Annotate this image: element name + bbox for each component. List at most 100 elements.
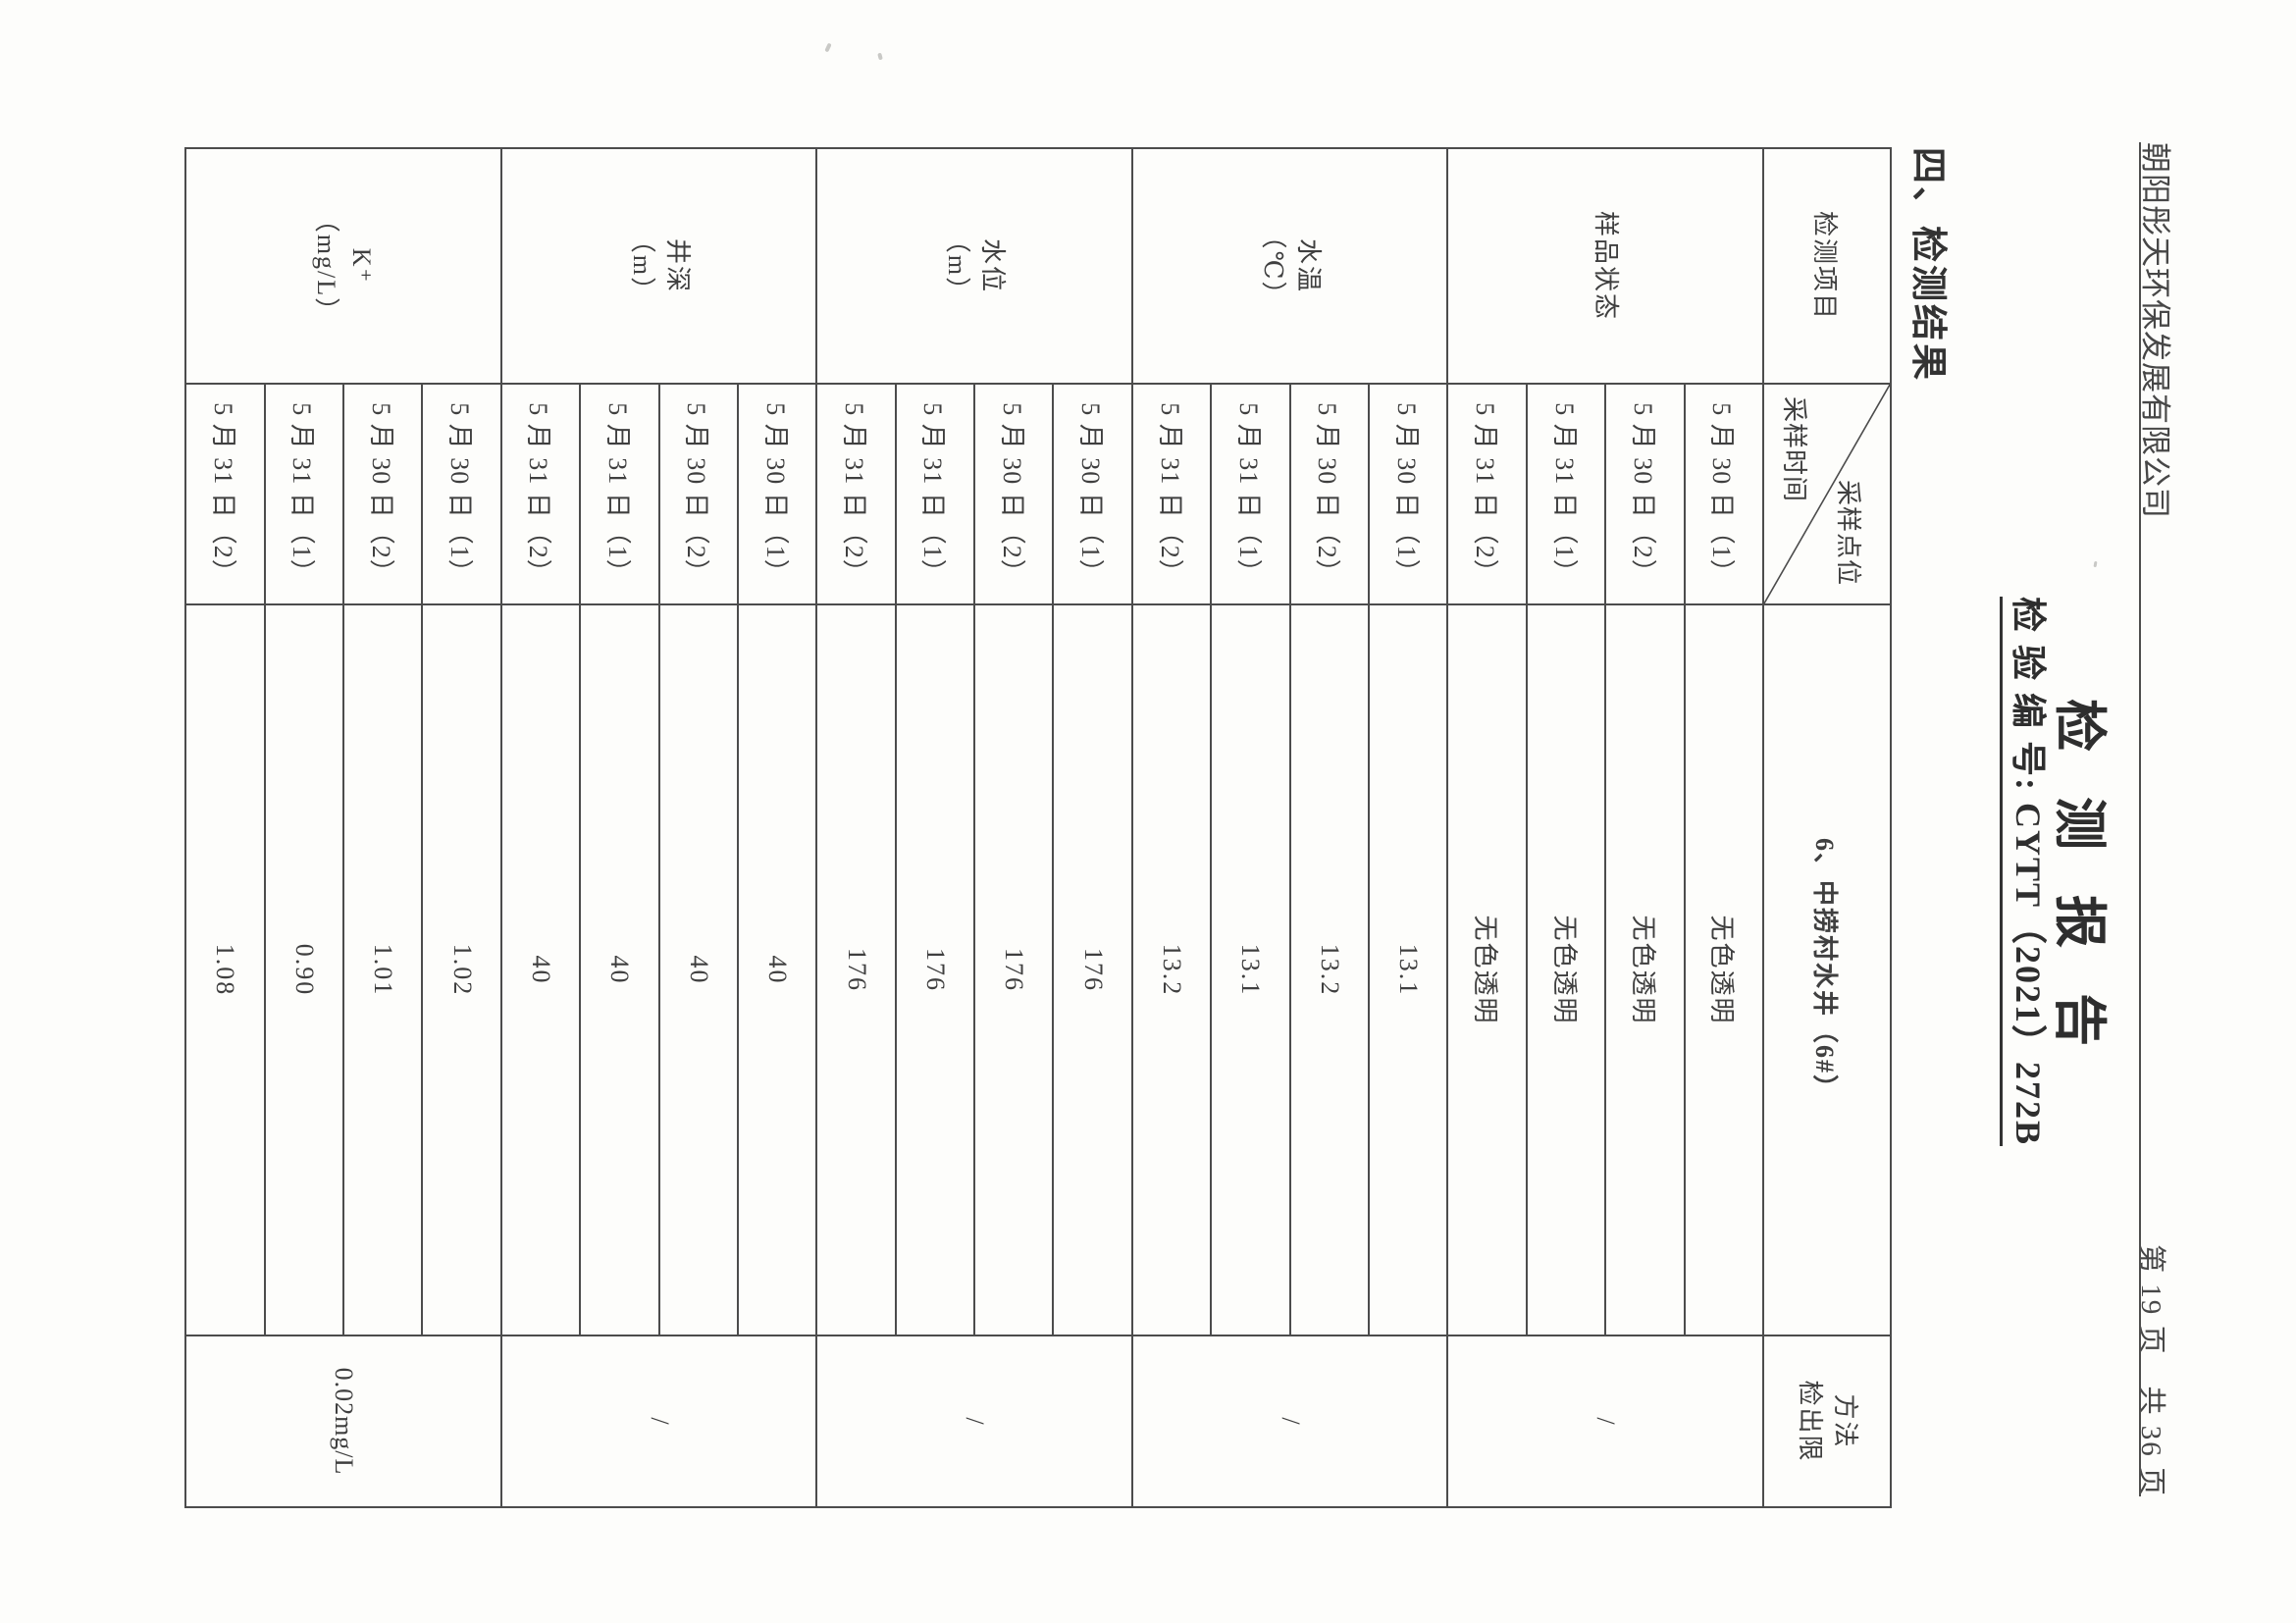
result-value-cell-text: 无色透明: [1707, 915, 1737, 1025]
sampling-time-cell: 5 月 31 日（1）: [264, 384, 343, 604]
result-value-cell-text: 13.1: [1236, 943, 1266, 997]
test-item-cell-text: （mg/L）: [311, 206, 340, 326]
result-value-cell: 176: [895, 604, 975, 1335]
sampling-time-cell-text: 5 月 31 日（1）: [918, 402, 948, 586]
scan-speck: [877, 52, 883, 61]
sampling-time-cell: 5 月 30 日（1）: [737, 384, 817, 604]
result-value-cell-text: 176: [920, 948, 950, 992]
sampling-time-cell-text: 5 月 31 日（2）: [524, 402, 553, 586]
sampling-time-cell: 5 月 31 日（1）: [580, 384, 659, 604]
sampling-time-cell-text: 5 月 30 日（2）: [682, 402, 711, 586]
report-title: 检测报告: [2050, 699, 2109, 1091]
test-item-cell-text: 水位: [978, 237, 1008, 293]
test-item-cell-text: （m）: [943, 227, 972, 305]
sampling-time-cell: 5 月 31 日（2）: [816, 384, 896, 604]
header-method-limit: 方法 检出限: [1763, 1335, 1891, 1507]
sampling-time-cell-text: 5 月 30 日（2）: [1313, 402, 1342, 586]
sampling-time-cell-text: 5 月 30 日（2）: [997, 402, 1026, 586]
header-sampling-point: 6、中捞村水井（6#）: [1763, 604, 1891, 1335]
result-value-cell-text: 无色透明: [1549, 915, 1579, 1025]
result-value-cell: 无色透明: [1605, 604, 1685, 1335]
sampling-time-cell: 5 月 31 日（1）: [895, 384, 975, 604]
sampling-time-cell: 5 月 31 日（2）: [500, 384, 581, 604]
result-value-cell-text: 1.01: [369, 943, 398, 997]
header-test-item: 检测项目: [1763, 148, 1891, 384]
sampling-time-cell: 5 月 30 日（2）: [974, 384, 1054, 604]
detection-limit-cell-text: /: [645, 1417, 674, 1426]
diagonal-label-sampling-time: 采样时间: [1780, 396, 1808, 503]
results-table-body: 检测项目 采样点位 采样时间 6、中捞村水井（6#） 方法 检出限 样品状态 5 …: [185, 148, 1891, 1507]
result-value-cell-text: 0.90: [289, 943, 319, 997]
report-number: 检 验 编 号: CYTT（2021）272B: [2000, 597, 2057, 1147]
test-item-cell-text: （m）: [627, 227, 656, 305]
sampling-time-cell: 5 月 31 日（1）: [1526, 384, 1606, 604]
result-value-cell: 176: [1053, 604, 1132, 1335]
company-name: 朝阳彤天环保发展有限公司: [2138, 142, 2172, 519]
detection-limit-cell-text: /: [1592, 1417, 1621, 1426]
detection-limit-cell-text: /: [961, 1417, 990, 1426]
sampling-time-cell: 5 月 30 日（2）: [342, 384, 423, 604]
result-value-cell: 无色透明: [1447, 604, 1527, 1335]
sampling-time-cell-text: 5 月 31 日（1）: [1233, 402, 1263, 586]
method-limit-line2: 检出限: [1796, 1380, 1824, 1463]
method-limit-line1: 方法: [1831, 1393, 1859, 1449]
scan-speck: [824, 42, 832, 53]
result-value-cell-text: 40: [763, 955, 793, 985]
sampling-time-cell-text: 5 月 31 日（2）: [1155, 402, 1184, 586]
table-row: 井深 （m） 5 月 30 日（1） 40 /: [500, 148, 817, 1507]
detection-limit-cell: /: [816, 1335, 1132, 1507]
detection-limit-cell: 0.02mg/L: [185, 1335, 501, 1507]
result-value-cell: 40: [737, 604, 817, 1335]
sampling-time-cell-text: 5 月 31 日（2）: [1471, 402, 1500, 586]
result-value-cell: 1.01: [342, 604, 423, 1335]
result-value-cell-text: 无色透明: [1471, 915, 1500, 1025]
results-table: 检测项目 采样点位 采样时间 6、中捞村水井（6#） 方法 检出限 样品状态 5 …: [184, 147, 1892, 1508]
result-value-cell-text: 40: [526, 955, 555, 985]
sampling-time-cell: 5 月 30 日（2）: [658, 384, 738, 604]
detection-limit-cell-text: /: [1276, 1417, 1305, 1426]
test-item-cell: 样品状态: [1447, 148, 1763, 384]
result-value-cell: 40: [580, 604, 659, 1335]
detection-limit-cell: /: [1131, 1335, 1448, 1507]
sampling-time-cell: 5 月 30 日（2）: [1289, 384, 1370, 604]
sampling-time-cell: 5 月 31 日（2）: [1131, 384, 1212, 604]
result-value-cell: 0.90: [264, 604, 343, 1335]
detection-limit-cell-text: 0.02mg/L: [329, 1367, 358, 1476]
test-item-cell: 水位 （m）: [816, 148, 1132, 384]
test-item-cell-text: K⁺: [346, 247, 376, 285]
result-value-cell: 1.08: [185, 604, 265, 1335]
sampling-time-cell-text: 5 月 30 日（1）: [760, 402, 790, 586]
result-value-cell-text: 176: [1000, 948, 1029, 992]
result-value-cell-text: 13.2: [1158, 943, 1187, 997]
test-item-cell-text: 井深: [662, 237, 692, 293]
test-item-cell-text: （℃）: [1258, 223, 1287, 309]
result-value-cell: 13.2: [1289, 604, 1370, 1335]
section-heading: 四、检测结果: [1907, 147, 1948, 383]
sampling-time-cell: 5 月 30 日（1）: [1684, 384, 1763, 604]
sampling-time-cell: 5 月 31 日（2）: [185, 384, 265, 604]
sampling-time-cell-text: 5 月 31 日（1）: [1549, 402, 1579, 586]
test-item-cell-text: 水温: [1293, 237, 1323, 293]
scan-speck: [2093, 560, 2098, 568]
table-row: K⁺ （mg/L） 5 月 30 日（1） 1.02 0.02mg/L: [185, 148, 501, 1507]
result-value-cell-text: 176: [842, 948, 871, 992]
test-item-cell: 水温 （℃）: [1131, 148, 1448, 384]
result-value-cell: 1.02: [422, 604, 501, 1335]
sampling-time-cell: 5 月 30 日（1）: [1053, 384, 1132, 604]
diagonal-line-icon: [1764, 385, 1890, 603]
result-value-cell: 无色透明: [1526, 604, 1606, 1335]
result-value-cell-text: 40: [684, 955, 713, 985]
result-value-cell-text: 40: [605, 955, 635, 985]
table-row: 水位 （m） 5 月 30 日（1） 176 /: [816, 148, 1132, 1507]
result-value-cell-text: 13.1: [1394, 943, 1424, 997]
sampling-time-cell-text: 5 月 30 日（1）: [445, 402, 475, 586]
sampling-time-cell-text: 5 月 30 日（2）: [366, 402, 395, 586]
diagonal-label-sampling-point: 采样点位: [1834, 479, 1862, 586]
sampling-time-cell: 5 月 31 日（1）: [1211, 384, 1290, 604]
detection-limit-cell: /: [1447, 1335, 1763, 1507]
table-header-row: 检测项目 采样点位 采样时间 6、中捞村水井（6#） 方法 检出限: [1763, 148, 1891, 1507]
detection-limit-cell: /: [500, 1335, 817, 1507]
result-value-cell: 176: [816, 604, 896, 1335]
